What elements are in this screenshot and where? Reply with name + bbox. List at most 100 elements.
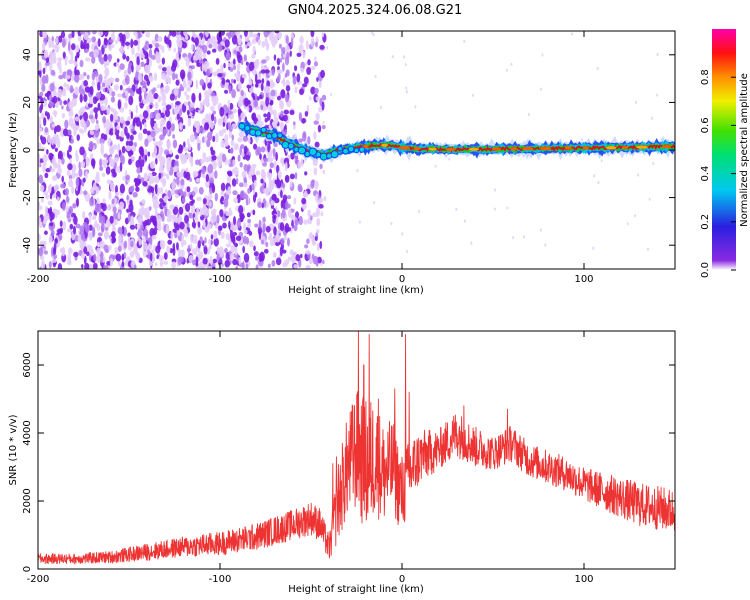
noise-speck bbox=[210, 35, 217, 45]
noise-speck bbox=[204, 97, 210, 105]
noise-speck bbox=[287, 256, 292, 262]
noise-speck bbox=[264, 69, 270, 74]
noise-speck bbox=[98, 31, 104, 37]
noise-speck bbox=[283, 109, 290, 115]
noise-speck bbox=[261, 239, 264, 245]
noise-speck bbox=[211, 266, 216, 269]
noise-speck bbox=[253, 245, 256, 252]
noise-speck bbox=[86, 74, 90, 80]
noise-speck bbox=[329, 92, 332, 96]
figure-title: GN04.2025.324.06.08.G21 bbox=[288, 3, 463, 18]
noise-speck bbox=[326, 46, 329, 50]
noise-speck bbox=[199, 251, 204, 260]
noise-speck bbox=[38, 216, 42, 226]
noise-speck bbox=[313, 167, 318, 176]
noise-speck bbox=[103, 153, 109, 158]
noise-speck bbox=[50, 57, 55, 64]
noise-speck bbox=[268, 184, 273, 194]
noise-speck bbox=[227, 121, 231, 130]
noise-speck bbox=[43, 117, 47, 127]
noise-speck bbox=[229, 210, 233, 216]
noise-speck bbox=[183, 56, 189, 61]
noise-speck bbox=[109, 155, 112, 164]
noise-speck bbox=[106, 118, 110, 125]
noise-speck bbox=[202, 136, 205, 144]
noise-speck bbox=[262, 226, 265, 235]
noise-speck bbox=[270, 95, 275, 101]
noise-speck bbox=[232, 190, 238, 196]
ridge-blob bbox=[337, 146, 343, 152]
noise-speck bbox=[67, 163, 73, 171]
noise-speck bbox=[48, 41, 55, 48]
noise-speck bbox=[275, 233, 281, 243]
noise-speck bbox=[74, 74, 80, 83]
noise-speck bbox=[281, 79, 286, 85]
colorbar-gradient bbox=[712, 29, 736, 270]
noise-speck bbox=[224, 115, 228, 125]
noise-speck bbox=[129, 250, 135, 258]
noise-speck bbox=[212, 160, 217, 170]
noise-speck bbox=[235, 177, 239, 185]
noise-speck bbox=[160, 186, 164, 195]
ridge-blob bbox=[445, 147, 456, 152]
noise-speck bbox=[233, 224, 237, 232]
noise-speck bbox=[186, 86, 191, 92]
noise-speck bbox=[290, 37, 294, 47]
noise-speck bbox=[181, 249, 185, 258]
noise-speck bbox=[38, 162, 41, 168]
noise-speck bbox=[201, 166, 206, 175]
noise-speck bbox=[39, 91, 44, 97]
noise-speck bbox=[200, 207, 207, 215]
noise-speck bbox=[122, 33, 126, 44]
noise-speck bbox=[102, 116, 107, 124]
noise-speck bbox=[125, 174, 130, 181]
noise-speck bbox=[201, 62, 205, 72]
noise-speck bbox=[112, 126, 116, 136]
noise-speck bbox=[230, 78, 234, 84]
spectrogram-x-tick-label: -100 bbox=[209, 274, 232, 285]
noise-speck bbox=[233, 197, 238, 204]
colorbar: 0.0 0.2 0.4 0.6 0.8 Normalized spectral ampl… bbox=[700, 29, 750, 278]
noise-speck bbox=[648, 197, 651, 201]
noise-speck bbox=[148, 176, 152, 187]
noise-speck bbox=[91, 72, 96, 81]
noise-speck bbox=[306, 66, 312, 75]
noise-speck bbox=[71, 186, 75, 195]
snr-x-tick-label: 100 bbox=[574, 574, 593, 585]
noise-speck bbox=[183, 77, 186, 83]
noise-speck bbox=[163, 149, 170, 156]
noise-speck bbox=[66, 83, 70, 91]
noise-speck bbox=[134, 142, 137, 147]
noise-speck bbox=[109, 145, 115, 155]
noise-speck bbox=[73, 215, 78, 226]
noise-speck bbox=[202, 152, 207, 160]
noise-speck bbox=[149, 206, 152, 211]
noise-speck bbox=[117, 99, 122, 110]
noise-speck bbox=[247, 187, 251, 194]
noise-speck bbox=[187, 117, 192, 127]
noise-speck bbox=[261, 78, 265, 85]
spectrogram-x-axis-label: Height of straight line (km) bbox=[288, 285, 424, 296]
noise-speck bbox=[169, 93, 175, 101]
noise-speck bbox=[95, 119, 99, 125]
noise-speck bbox=[130, 111, 134, 120]
noise-speck bbox=[75, 44, 80, 53]
ridge-blob bbox=[244, 125, 251, 132]
noise-speck bbox=[522, 235, 525, 239]
noise-speck bbox=[268, 176, 272, 186]
noise-speck bbox=[67, 129, 72, 136]
noise-speck bbox=[286, 52, 290, 60]
noise-speck bbox=[272, 207, 276, 216]
noise-speck bbox=[95, 171, 100, 179]
noise-speck bbox=[42, 67, 46, 75]
noise-speck bbox=[243, 164, 249, 172]
noise-speck bbox=[593, 174, 596, 178]
noise-speck bbox=[98, 73, 103, 84]
noise-speck bbox=[217, 158, 223, 168]
noise-speck bbox=[129, 199, 133, 206]
noise-speck bbox=[273, 226, 277, 236]
noise-speck bbox=[494, 188, 497, 192]
noise-speck bbox=[221, 153, 227, 163]
ridge-blob bbox=[413, 146, 421, 151]
noise-speck bbox=[159, 156, 166, 166]
